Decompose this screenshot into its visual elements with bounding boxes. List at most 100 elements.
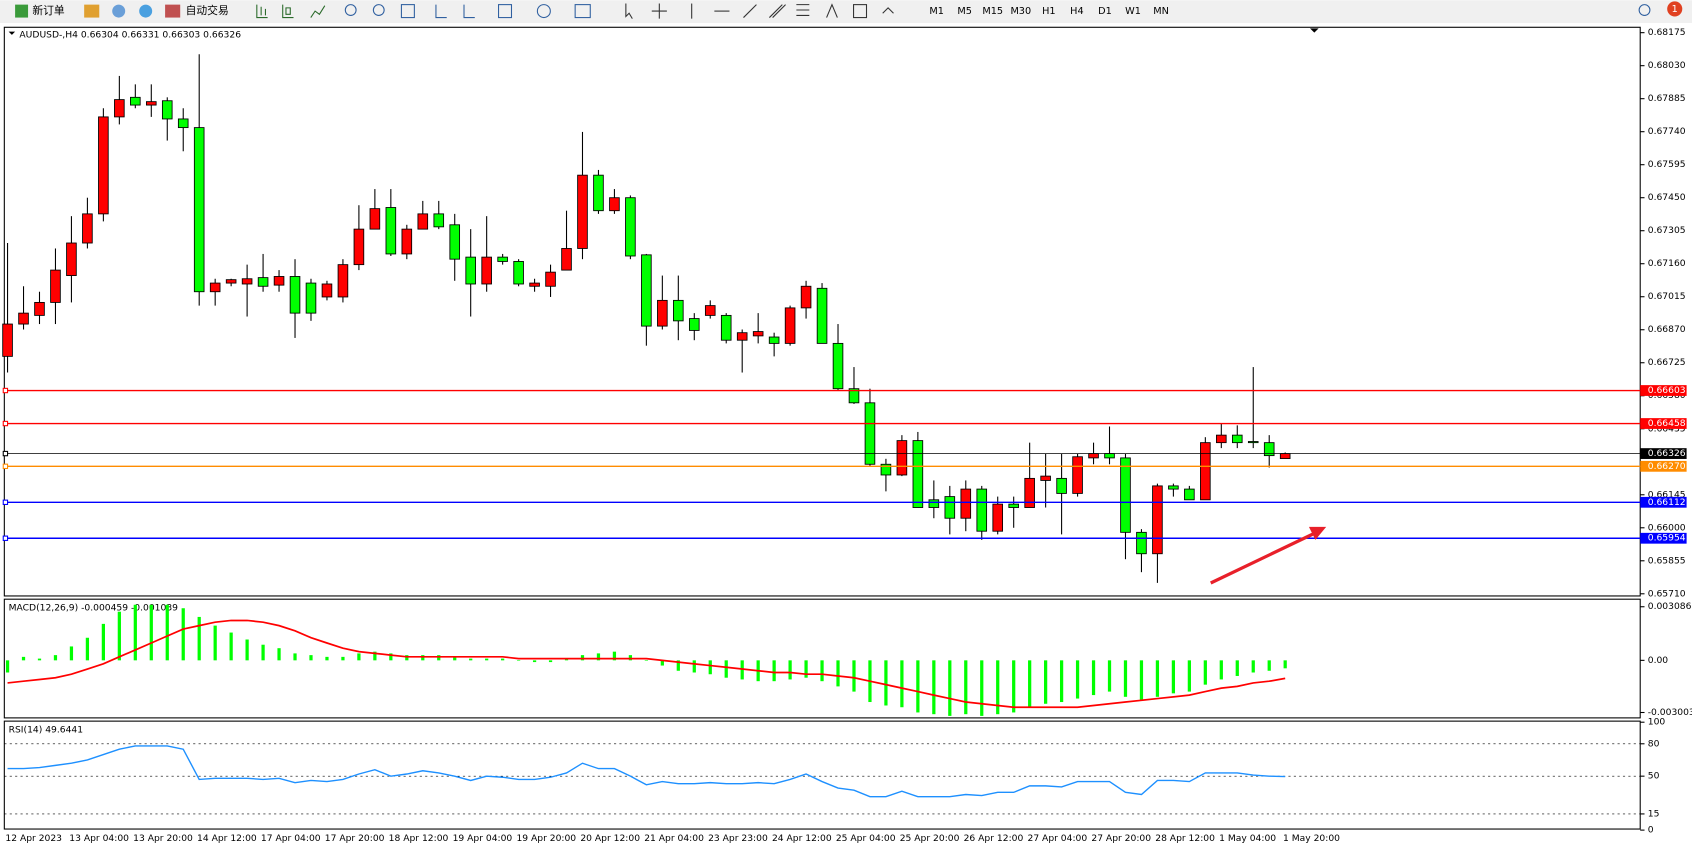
level-handle: [2, 387, 9, 394]
bar-chart-icon[interactable]: [256, 4, 268, 19]
candle-body: [66, 242, 77, 276]
scroll[interactable]: [435, 4, 475, 19]
y-tick-label: 0.003086: [1648, 601, 1692, 612]
x-tick-label: 28 Apr 12:00: [1155, 833, 1215, 844]
macd-bar: [548, 660, 553, 663]
candle-body: [417, 213, 429, 230]
timeframe-button[interactable]: M5: [957, 6, 972, 17]
new-order-button[interactable]: 新订单: [32, 4, 65, 17]
candle-body: [832, 342, 844, 390]
macd-bar: [628, 655, 633, 661]
macd-bar: [1267, 660, 1271, 671]
trendline[interactable]: [743, 4, 757, 18]
candle-body: [992, 503, 1004, 532]
menu-triangle[interactable]: [8, 31, 16, 35]
x-tick-label: 13 Apr 04:00: [69, 833, 129, 844]
timeframe-button[interactable]: H4: [1070, 6, 1083, 17]
indicators[interactable]: [497, 4, 513, 19]
timeframe-button[interactable]: M15: [982, 6, 1003, 17]
macd-bar: [293, 653, 297, 661]
macd-title: MACD(12,26,9) -0.000459 -0.001039: [9, 602, 179, 613]
macd-bar: [37, 658, 42, 661]
timeframe-button[interactable]: H1: [1042, 6, 1055, 17]
x-tick-label: 1 May 04:00: [1219, 833, 1276, 844]
zoom-out[interactable]: [372, 4, 385, 16]
candle-body: [177, 118, 189, 129]
annotation-arrow: [1210, 526, 1327, 585]
x-tick-label: 18 Apr 12:00: [389, 833, 449, 844]
tile[interactable]: [400, 4, 415, 19]
macd-bar: [101, 623, 105, 661]
timeframe-button[interactable]: W1: [1125, 6, 1141, 17]
macd-bar: [1091, 660, 1096, 696]
y-tick-label: 0.66870: [1648, 324, 1686, 335]
notification-badge[interactable]: [1667, 1, 1683, 17]
candle-body: [1056, 477, 1067, 494]
candle-body: [529, 282, 540, 287]
x-tick-label: 19 Apr 04:00: [453, 833, 513, 844]
cursor[interactable]: [625, 3, 633, 19]
level-handle: [2, 499, 9, 505]
text-tool[interactable]: [826, 3, 838, 18]
candle-body: [98, 116, 109, 215]
candle-body: [944, 496, 956, 519]
candle-body: [848, 388, 860, 404]
x-tick-label: 25 Apr 04:00: [836, 833, 896, 844]
candle-body: [289, 276, 301, 314]
level-label: 0.66458: [1648, 418, 1686, 429]
candle-body: [752, 331, 764, 337]
candle-body: [704, 305, 716, 316]
candle-body: [82, 213, 93, 244]
y-tick-label: 0.67595: [1648, 159, 1686, 170]
templates[interactable]: [574, 4, 591, 19]
candle-body: [161, 100, 173, 120]
macd-bar: [676, 660, 680, 671]
y-tick-label: 0.67160: [1648, 258, 1686, 269]
x-tick-label: 23 Apr 23:00: [708, 833, 768, 844]
level-label-bg: [1640, 460, 1687, 472]
macd-bar: [820, 660, 824, 682]
candle-body: [1263, 442, 1275, 457]
auto-trading-button[interactable]: 自动交易: [186, 4, 229, 17]
periods[interactable]: [536, 4, 551, 19]
timeframe-button[interactable]: D1: [1098, 6, 1112, 17]
candle-body: [641, 254, 652, 327]
fibo[interactable]: [796, 4, 810, 16]
macd-bar: [325, 656, 329, 661]
tool-icon[interactable]: [84, 4, 100, 18]
candle-body: [145, 101, 157, 106]
x-tick-label: 13 Apr 20:00: [133, 833, 193, 844]
level-handle: [2, 450, 9, 457]
level-label: 0.66270: [1648, 461, 1686, 472]
timeframe-button[interactable]: MN: [1153, 6, 1169, 17]
level-label: 0.65954: [1648, 533, 1686, 544]
timeframe-button[interactable]: M30: [1010, 6, 1031, 17]
macd-bar: [197, 616, 201, 661]
macd-bar: [277, 648, 281, 661]
tool-icon[interactable]: [139, 4, 153, 18]
candle-body: [513, 261, 524, 285]
candle-icon[interactable]: [282, 4, 294, 19]
macd-bar: [453, 656, 457, 661]
label-tool[interactable]: [853, 4, 868, 19]
channel[interactable]: [769, 4, 786, 18]
macd-bar: [1251, 660, 1255, 673]
candle-body: [305, 282, 317, 314]
timeframe-button[interactable]: M1: [929, 6, 944, 17]
auto-trading-icon[interactable]: [165, 4, 181, 18]
arrows-tool[interactable]: [882, 7, 894, 14]
candle-body: [1247, 441, 1259, 444]
macd-panel: [3, 598, 1641, 719]
macd-bar: [341, 656, 345, 661]
candle-body: [928, 499, 940, 508]
new-order-icon[interactable]: [15, 4, 29, 18]
line-chart-icon[interactable]: [310, 5, 326, 18]
crosshair[interactable]: [651, 3, 667, 19]
rsi-title: RSI(14) 49.6441: [9, 724, 83, 735]
x-tick-label: 17 Apr 20:00: [325, 833, 385, 844]
tool-icon[interactable]: [112, 4, 126, 18]
search[interactable]: [1638, 4, 1651, 16]
macd-bar: [309, 655, 313, 661]
zoom-in[interactable]: [344, 4, 357, 16]
macd-bar: [644, 660, 648, 661]
